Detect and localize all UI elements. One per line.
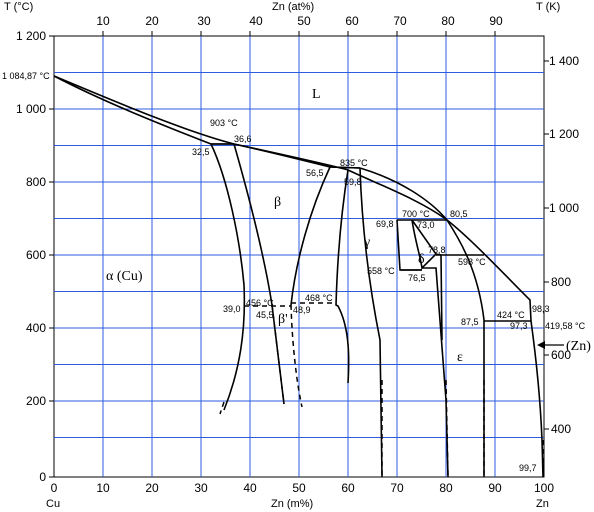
beta-prime-left-dashed — [271, 304, 285, 405]
bottom-tick-label: 80 — [439, 481, 453, 495]
top-tick-label: 50 — [297, 14, 311, 28]
phase-label-beta: β — [274, 195, 281, 210]
liquidus-curve — [53, 75, 532, 322]
left-tick-label: 600 — [26, 248, 46, 262]
annotation-468: 468 °C — [305, 293, 333, 303]
annotation-424: 424 °C — [497, 310, 525, 320]
phase-label-epsilon: ε — [457, 350, 463, 365]
left-tick-label: 400 — [26, 321, 46, 335]
left-tick-label: 200 — [26, 394, 46, 408]
annotation-zn-melting: 419,58 °C — [545, 321, 586, 331]
top-tick-label: 30 — [197, 14, 211, 28]
beta-gamma-boundary-right — [335, 169, 350, 384]
annotation-69-8: 69,8 — [376, 219, 394, 229]
annotation-598: 598 °C — [458, 257, 486, 267]
bottom-axis-title: Zn (m%) — [271, 498, 313, 510]
top-tick-label: 60 — [345, 14, 359, 28]
annotation-835: 835 °C — [340, 158, 368, 168]
annotation-39-0: 39,0 — [223, 304, 241, 314]
epsilon-right-boundary — [446, 219, 485, 477]
bottom-tick-label: 100 — [534, 481, 554, 495]
right-tick-label: 400 — [551, 422, 571, 436]
annotation-59-8: 59,8 — [344, 177, 362, 187]
beta-alpha-boundary — [233, 143, 285, 405]
annotation-87-5: 87,5 — [461, 317, 479, 327]
zn-arrow — [537, 341, 564, 349]
phase-label-beta-prime: β' — [278, 312, 288, 327]
beta-prime-right-dashed — [290, 304, 303, 408]
isotherm-835 — [329, 166, 361, 169]
right-tick-label: 800 — [551, 275, 571, 289]
annotation-45-5: 45,5 — [256, 310, 274, 320]
left-tick-label: 800 — [26, 175, 46, 189]
top-tick-label: 10 — [96, 14, 110, 28]
top-tick-label: 80 — [441, 14, 455, 28]
annotation-78-8: 78,8 — [428, 245, 446, 255]
annotation-558: 558 °C — [367, 266, 395, 276]
epsilon-left-boundary — [422, 267, 449, 478]
epsilon-left-dashed — [445, 379, 449, 478]
annotation-76-5: 76,5 — [408, 273, 426, 283]
zn-solvus-curve — [530, 320, 544, 478]
alpha-solvus-curve — [210, 143, 246, 411]
annotation-32-5: 32,5 — [192, 147, 210, 157]
top-axis-title: Zn (at%) — [272, 1, 314, 13]
left-axis-title: T (°C) — [4, 1, 33, 13]
right-tick-label: 1 400 — [549, 54, 579, 68]
top-tick-label: 70 — [393, 14, 407, 28]
phase-label-delta: δ — [418, 252, 425, 267]
bottom-tick-label: 10 — [96, 481, 110, 495]
bottom-tick-label: 0 — [51, 481, 58, 495]
annotation-56-5: 56,5 — [306, 168, 324, 178]
phase-label-alpha: α (Cu) — [106, 269, 143, 284]
right-tick-label: 1 000 — [549, 201, 579, 215]
grid — [54, 36, 544, 477]
beta-gamma-boundary-left — [290, 166, 331, 306]
beta-solidus-curve — [233, 143, 361, 169]
top-tick-label: 90 — [489, 14, 503, 28]
annotation-36-6: 36,6 — [234, 134, 252, 144]
gamma-left-boundary — [359, 167, 383, 478]
annotation-cu-melting: 1 084,87 °C — [2, 71, 50, 81]
bottom-tick-label: 60 — [341, 481, 355, 495]
top-tick-label: 40 — [249, 14, 263, 28]
left-tick-label: 0 — [39, 470, 46, 484]
right-tick-label: 600 — [551, 348, 571, 362]
bottom-right-element: Zn — [536, 498, 549, 510]
bottom-left-element: Cu — [46, 498, 60, 510]
dashed-boundaries — [219, 302, 544, 478]
annotation-903: 903 °C — [210, 118, 238, 128]
bottom-tick-label: 40 — [243, 481, 257, 495]
bottom-tick-label: 30 — [194, 481, 208, 495]
annotation-80-5: 80,5 — [450, 209, 468, 219]
bottom-tick-label: 90 — [488, 481, 502, 495]
right-axis-title: T (K) — [536, 1, 560, 13]
alpha-solidus-curve — [53, 75, 234, 145]
axis-ticks — [49, 31, 549, 478]
bottom-tick-label: 20 — [145, 481, 159, 495]
bottom-tick-label: 50 — [292, 481, 306, 495]
phase-label-zn: (Zn) — [566, 339, 591, 354]
annotation-48-9: 48,9 — [293, 305, 311, 315]
annotation-700: 700 °C — [402, 209, 430, 219]
annotation-73-0: 73,0 — [417, 220, 435, 230]
bottom-tick-label: 70 — [390, 481, 404, 495]
annotation-98-3: 98,3 — [532, 304, 550, 314]
phase-label-gamma: γ — [363, 235, 370, 250]
right-tick-label: 1 200 — [549, 127, 579, 141]
alpha-solvus-dashed — [219, 401, 225, 415]
left-tick-label: 1 200 — [16, 29, 46, 43]
top-tick-label: 20 — [145, 14, 159, 28]
annotation-456: 456 °C — [246, 298, 274, 308]
left-tick-label: 1 000 — [16, 102, 46, 116]
phase-label-liquid: L — [312, 87, 321, 102]
annotation-97-3: 97,3 — [510, 321, 528, 331]
gamma-liquidus-branch — [359, 167, 448, 221]
annotation-99-7: 99,7 — [519, 463, 537, 473]
